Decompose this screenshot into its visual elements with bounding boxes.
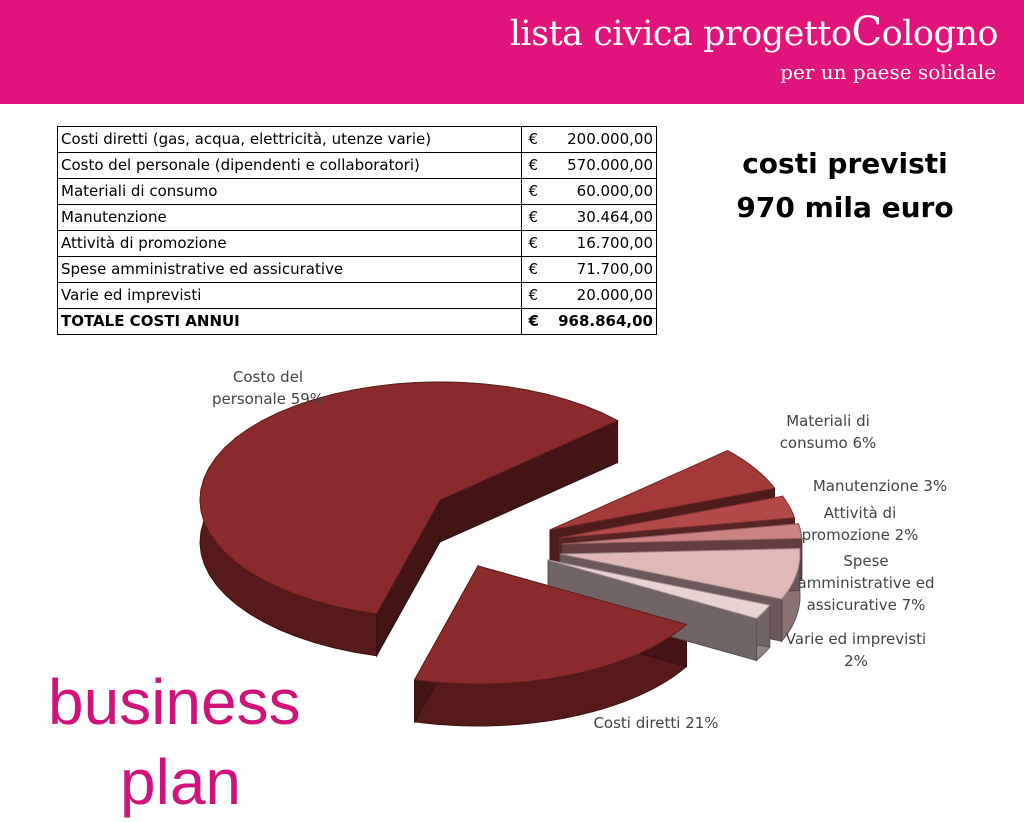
pie-label: Costi diretti 21% xyxy=(593,714,718,732)
cost-row: Attività di promozione €16.700,00 xyxy=(56,230,658,257)
pie-slice-6 xyxy=(413,565,688,685)
org-name-suffix: ologno xyxy=(881,14,999,54)
cost-pie-chart: Costo del personale 59% Materiali di consum… xyxy=(199,368,947,732)
pie-slice-3 xyxy=(561,523,803,545)
cost-label: Spese amministrative ed assicurative xyxy=(56,256,523,283)
cost-amount: 20.000,00 xyxy=(552,282,658,309)
pie-label: Varie ed imprevisti 2% xyxy=(786,630,926,670)
currency-symbol: € xyxy=(521,178,553,205)
cost-label: Attività di promozione xyxy=(56,230,523,257)
cost-amount: 60.000,00 xyxy=(552,178,658,205)
currency-symbol: € xyxy=(521,256,553,283)
cost-label: Materiali di consumo xyxy=(56,178,523,205)
slide-title: business plan xyxy=(48,662,301,822)
org-name: lista civica progettoCologno xyxy=(509,9,999,56)
total-row: TOTALE COSTI ANNUI €968.864,00 xyxy=(56,308,658,335)
headline-line-2: 970 mila euro xyxy=(736,191,954,224)
pie-slice-1 xyxy=(549,450,776,531)
cost-row: Materiali di consumo €60.000,00 xyxy=(56,178,658,205)
pie-label: Attività di promozione 2% xyxy=(802,504,919,544)
pie-slice-side xyxy=(547,559,771,662)
currency-symbol: € xyxy=(521,230,553,257)
currency-symbol: € xyxy=(521,308,553,335)
headline: costi previsti 970 mila euro xyxy=(700,142,990,230)
cost-table: Costi diretti (gas, acqua, elettricità, … xyxy=(56,126,658,335)
cost-row: Varie ed imprevisti €20.000,00 xyxy=(56,282,658,309)
pie-slice-5 xyxy=(547,559,771,620)
slide-title-line-2: plan xyxy=(120,746,241,818)
currency-symbol: € xyxy=(521,204,553,231)
cost-amount: 30.464,00 xyxy=(552,204,658,231)
pie-label: Manutenzione 3% xyxy=(813,477,947,495)
pie-label: Spese amministrative ed assicurative 7% xyxy=(798,552,935,614)
currency-symbol: € xyxy=(521,126,553,153)
cost-label: TOTALE COSTI ANNUI xyxy=(56,308,523,335)
headline-line-1: costi previsti xyxy=(742,147,948,180)
org-tagline: per un paese solidale xyxy=(780,60,996,84)
cost-label: Varie ed imprevisti xyxy=(56,282,523,309)
cost-amount: 200.000,00 xyxy=(552,126,658,153)
cost-amount: 968.864,00 xyxy=(552,308,658,335)
cost-amount: 16.700,00 xyxy=(552,230,658,257)
cost-label: Manutenzione xyxy=(56,204,523,231)
pie-label: Costo del personale 59% xyxy=(212,368,324,408)
pie-label: Materiali di consumo 6% xyxy=(780,412,877,452)
pie-slice-4 xyxy=(559,547,801,600)
cost-amount: 71.700,00 xyxy=(552,256,658,283)
currency-symbol: € xyxy=(521,282,553,309)
cost-label: Costo del personale (dipendenti e collab… xyxy=(56,152,523,179)
cost-row: Manutenzione €30.464,00 xyxy=(56,204,658,231)
cost-label: Costi diretti (gas, acqua, elettricità, … xyxy=(56,126,523,153)
cost-table-body: Costi diretti (gas, acqua, elettricità, … xyxy=(56,126,658,335)
pie-slice-2 xyxy=(557,495,796,539)
org-name-cap: C xyxy=(851,9,883,55)
cost-amount: 570.000,00 xyxy=(552,152,658,179)
cost-row: Spese amministrative ed assicurative €71.… xyxy=(56,256,658,283)
currency-symbol: € xyxy=(521,152,553,179)
pie-slice-0 xyxy=(199,381,619,615)
header-banner: lista civica progettoCologno per un paes… xyxy=(0,0,1024,104)
org-name-prefix: lista civica progetto xyxy=(509,14,852,54)
slide-title-line-1: business xyxy=(48,666,301,738)
cost-row: Costi diretti (gas, acqua, elettricità, … xyxy=(56,126,658,153)
cost-row: Costo del personale (dipendenti e collab… xyxy=(56,152,658,179)
